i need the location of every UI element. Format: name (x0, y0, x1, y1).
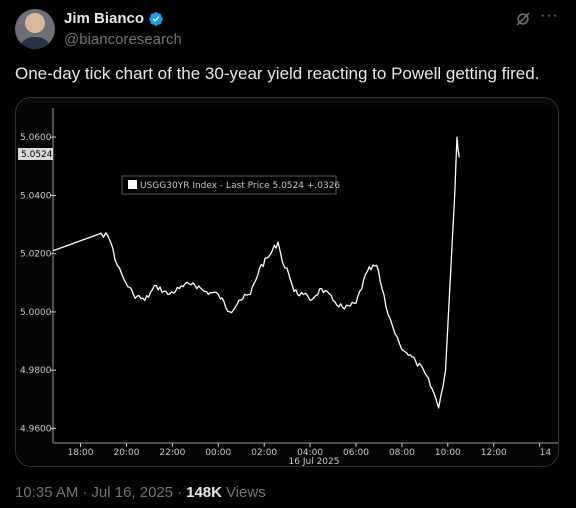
tweet-meta: 10:35 AM · Jul 16, 2025 · 148K Views (15, 484, 266, 501)
y-tick-label: 5.0000 (20, 308, 52, 318)
tweet-text: One-day tick chart of the 30-year yield … (15, 64, 540, 83)
author-handle[interactable]: @biancoresearch (64, 31, 182, 48)
y-tick-group: 5.0600 5.0400 5.0200 5.0000 4.9800 4.9600 (20, 133, 56, 434)
tweet-media[interactable]: 5.0600 5.0400 5.0200 5.0000 4.9800 4.9600 18:… (15, 97, 559, 467)
x-tick-label: 02:00 (251, 448, 277, 458)
last-price-tag: 5.0524 (18, 148, 53, 160)
series-line-usgg30yr (52, 136, 460, 409)
separator-dot: · (82, 484, 88, 501)
avatar[interactable] (15, 9, 55, 49)
views-label: Views (225, 484, 266, 501)
grok-icon[interactable] (514, 10, 532, 28)
last-price-label: 5.0524 (21, 150, 53, 160)
tweet-date[interactable]: Jul 16, 2025 (91, 484, 174, 501)
x-tick-label: 12:00 (481, 448, 507, 458)
x-tick-label: 00:00 (205, 448, 231, 458)
legend-text: USGG30YR Index - Last Price 5.0524 +.032… (140, 181, 340, 191)
y-tick-label: 5.0600 (20, 133, 52, 143)
avatar-suit (19, 37, 51, 49)
yield-chart: 5.0600 5.0400 5.0200 5.0000 4.9800 4.9600 18:… (16, 98, 558, 466)
legend-swatch (128, 180, 137, 189)
views-count: 148K (186, 484, 222, 501)
verified-badge-icon (149, 11, 163, 26)
separator-dot: · (177, 484, 183, 501)
x-axis-label: 16 Jul 2025 (289, 457, 340, 466)
more-options-icon[interactable]: ··· (540, 7, 559, 24)
y-tick-label: 4.9800 (20, 366, 52, 376)
y-tick-label: 5.0200 (20, 250, 52, 260)
x-tick-group: 18:00 20:00 22:00 00:00 02:00 04:00 06:00 08:00… (68, 443, 552, 458)
tweet-time[interactable]: 10:35 AM (15, 484, 79, 501)
y-tick-label: 4.9600 (20, 424, 52, 434)
x-tick-label: 04:00 (297, 448, 323, 458)
x-tick-label: 08:00 (389, 448, 415, 458)
x-tick-label: 22:00 (159, 448, 185, 458)
author-name[interactable]: Jim Bianco (64, 10, 145, 27)
x-tick-label: 18:00 (68, 448, 94, 458)
x-tick-label: 06:00 (343, 448, 369, 458)
legend-box: USGG30YR Index - Last Price 5.0524 +.032… (121, 175, 340, 195)
x-tick-label: 20:00 (113, 448, 139, 458)
author-row: Jim Bianco (64, 10, 164, 27)
y-tick-label: 5.0400 (20, 191, 52, 201)
x-tick-label: 10:00 (435, 448, 461, 458)
plot-area (53, 108, 558, 443)
x-tick-label: 14 (540, 448, 552, 458)
